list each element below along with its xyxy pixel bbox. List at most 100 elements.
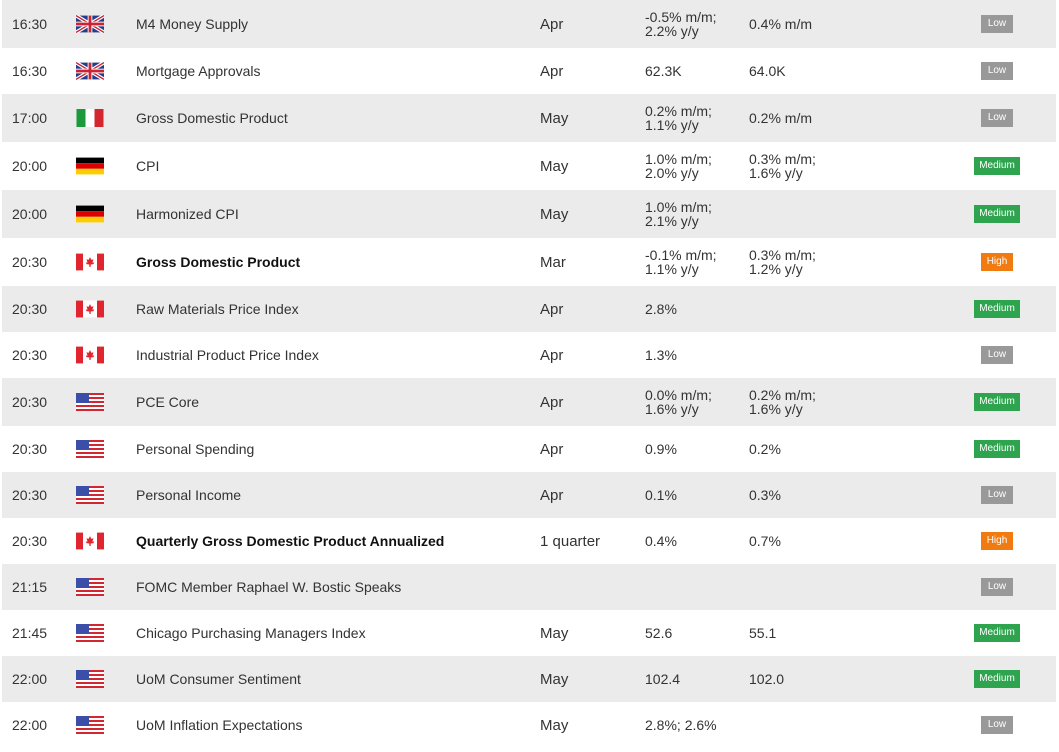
event-name[interactable]: Quarterly Gross Domestic Product Annuali… (136, 533, 445, 549)
importance-badge: Low (981, 486, 1013, 504)
canada-flag-icon (76, 300, 104, 318)
importance-cell: High (942, 518, 1052, 564)
us-flag-icon (76, 578, 104, 596)
importance-badge: Medium (974, 205, 1020, 223)
calendar-row[interactable]: 20:30 Raw Materials Price Index Apr 2.8%… (2, 286, 1056, 332)
country-flag (76, 238, 106, 286)
calendar-row[interactable]: 17:00 Gross Domestic Product May 0.2% m/… (2, 94, 1056, 142)
event-period (540, 564, 630, 610)
previous-value: 1.3% (645, 347, 677, 363)
canada-flag-icon (76, 532, 104, 550)
forecast-value: 0.2% m/m (749, 110, 813, 126)
us-flag-icon (76, 670, 104, 688)
event-period: May (540, 670, 569, 688)
forecast-value: 0.2% m/m; 1.6% y/y (749, 387, 816, 417)
importance-cell: Medium (942, 286, 1052, 332)
previous-value: 0.9% (645, 441, 677, 457)
event-time: 22:00 (12, 717, 48, 733)
event-period: May (540, 624, 569, 642)
event-name[interactable]: PCE Core (136, 394, 200, 410)
event-period: Mar (540, 253, 566, 271)
event-name[interactable]: Raw Materials Price Index (136, 301, 299, 317)
event-time: 16:30 (12, 16, 48, 32)
previous-value: -0.5% m/m; 2.2% y/y (645, 9, 717, 39)
calendar-row[interactable]: 20:30 PCE Core Apr 0.0% m/m; 1.6% y/y 0.… (2, 378, 1056, 426)
event-name[interactable]: CPI (136, 158, 160, 174)
event-time: 21:15 (12, 579, 48, 595)
event-period: Apr (540, 440, 564, 458)
event-name[interactable]: Industrial Product Price Index (136, 347, 319, 363)
event-name[interactable]: Harmonized CPI (136, 206, 239, 222)
event-name[interactable]: UoM Consumer Sentiment (136, 671, 301, 687)
event-name[interactable]: Personal Spending (136, 441, 255, 457)
importance-badge: Low (981, 346, 1013, 364)
importance-cell: Low (942, 332, 1052, 378)
importance-cell: Medium (942, 378, 1052, 426)
importance-cell: Medium (942, 142, 1052, 190)
calendar-row[interactable]: 16:30 Mortgage Approvals Apr 62.3K 64.0K… (2, 48, 1056, 94)
country-flag (76, 656, 106, 702)
germany-flag-icon (76, 157, 104, 175)
event-name[interactable]: Gross Domestic Product (136, 254, 301, 270)
event-name[interactable]: Gross Domestic Product (136, 110, 288, 126)
calendar-row[interactable]: 20:00 CPI May 1.0% m/m; 2.0% y/y 0.3% m/… (2, 142, 1056, 190)
calendar-row[interactable]: 20:30 Industrial Product Price Index Apr… (2, 332, 1056, 378)
event-name[interactable]: FOMC Member Raphael W. Bostic Speaks (136, 579, 402, 595)
country-flag (76, 518, 106, 564)
us-flag-icon (76, 440, 104, 458)
previous-value: 62.3K (645, 63, 682, 79)
country-flag (76, 332, 106, 378)
importance-badge: High (981, 532, 1013, 550)
canada-flag-icon (76, 253, 104, 271)
forecast-value (749, 190, 859, 238)
calendar-row[interactable]: 20:00 Harmonized CPI May 1.0% m/m; 2.1% … (2, 190, 1056, 238)
previous-value: 2.8%; 2.6% (645, 717, 717, 733)
calendar-row[interactable]: 20:30 Personal Income Apr 0.1% 0.3% Low (2, 472, 1056, 518)
importance-badge: Medium (974, 440, 1020, 458)
importance-badge: High (981, 253, 1013, 271)
importance-cell: Low (942, 472, 1052, 518)
forecast-value: 64.0K (749, 63, 786, 79)
calendar-row[interactable]: 16:30 M4 Money Supply Apr -0.5% m/m; 2.2… (2, 0, 1056, 48)
event-name[interactable]: UoM Inflation Expectations (136, 717, 303, 733)
event-name[interactable]: Mortgage Approvals (136, 63, 261, 79)
event-time: 20:30 (12, 441, 48, 457)
country-flag (76, 48, 106, 94)
event-period: 1 quarter (540, 532, 601, 550)
calendar-row[interactable]: 21:15 FOMC Member Raphael W. Bostic Spea… (2, 564, 1056, 610)
forecast-value (749, 564, 859, 610)
country-flag (76, 472, 106, 518)
forecast-value: 0.3% m/m; 1.2% y/y (749, 247, 816, 277)
importance-cell: High (942, 238, 1052, 286)
previous-value: -0.1% m/m; 1.1% y/y (645, 247, 717, 277)
calendar-row[interactable]: 21:45 Chicago Purchasing Managers Index … (2, 610, 1056, 656)
event-period: May (540, 109, 569, 127)
importance-badge: Medium (974, 300, 1020, 318)
event-name[interactable]: M4 Money Supply (136, 16, 249, 32)
previous-value (645, 564, 740, 610)
country-flag (76, 94, 106, 142)
previous-value: 0.4% (645, 533, 677, 549)
us-flag-icon (76, 393, 104, 411)
calendar-row[interactable]: 20:30 Gross Domestic Product Mar -0.1% m… (2, 238, 1056, 286)
previous-value: 0.2% m/m; 1.1% y/y (645, 103, 712, 133)
event-period: May (540, 205, 569, 223)
calendar-row[interactable]: 22:00 UoM Inflation Expectations May 2.8… (2, 702, 1056, 748)
event-period: Apr (540, 393, 564, 411)
country-flag (76, 426, 106, 472)
event-name[interactable]: Personal Income (136, 487, 242, 503)
event-time: 17:00 (12, 110, 48, 126)
event-time: 22:00 (12, 671, 48, 687)
forecast-value (749, 332, 859, 378)
country-flag (76, 190, 106, 238)
forecast-value: 55.1 (749, 625, 777, 641)
calendar-row[interactable]: 20:30 Personal Spending Apr 0.9% 0.2% Me… (2, 426, 1056, 472)
event-period: Apr (540, 15, 564, 33)
calendar-row[interactable]: 22:00 UoM Consumer Sentiment May 102.4 1… (2, 656, 1056, 702)
italy-flag-icon (76, 109, 104, 127)
event-name[interactable]: Chicago Purchasing Managers Index (136, 625, 366, 641)
event-period: May (540, 157, 569, 175)
calendar-row[interactable]: 20:30 Quarterly Gross Domestic Product A… (2, 518, 1056, 564)
country-flag (76, 286, 106, 332)
event-time: 20:30 (12, 394, 48, 410)
